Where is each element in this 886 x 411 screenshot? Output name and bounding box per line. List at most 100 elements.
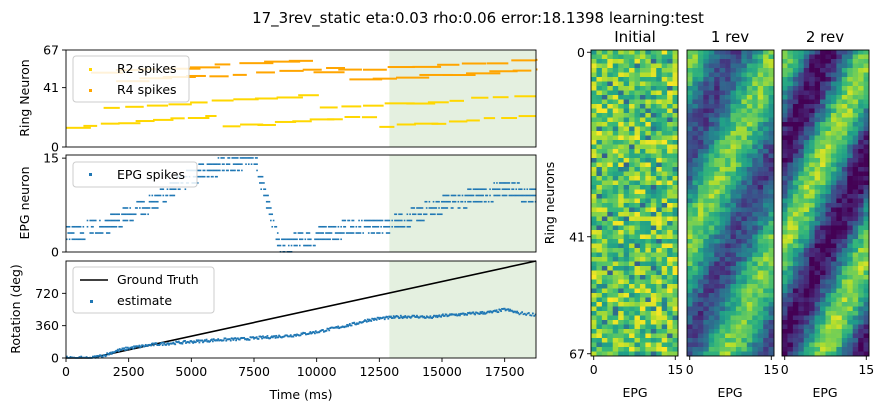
epg-spike-mark <box>350 232 352 234</box>
epg-spike-mark <box>147 207 149 209</box>
heatmap-cell <box>667 225 673 231</box>
heatmap-cell <box>757 122 764 127</box>
estimate-point <box>497 311 500 313</box>
epg-spike-mark <box>363 219 366 222</box>
heatmap-cell <box>601 230 608 235</box>
heatmap-cell <box>825 122 832 127</box>
heatmap-cell <box>825 113 832 118</box>
epg-spike-mark <box>325 232 327 234</box>
heatmap-cell <box>735 333 742 339</box>
heatmap-cell <box>656 248 662 253</box>
heatmap-cell <box>650 86 657 91</box>
epg-spike-mark <box>281 238 283 241</box>
heatmap-cell <box>596 275 603 280</box>
heatmap-cell <box>763 203 769 208</box>
heatmap-cell <box>852 50 859 55</box>
heatmap-cell <box>697 329 704 334</box>
heatmap-cell <box>820 338 826 343</box>
epg-spike-mark <box>239 157 242 159</box>
ring-spike-mark <box>189 66 221 69</box>
epg-spike-mark <box>147 213 149 216</box>
heatmap-cell <box>735 167 742 172</box>
heatmap-cell <box>730 86 737 91</box>
epg-spike-mark <box>245 163 247 165</box>
heatmap-cell <box>697 126 704 132</box>
epg-spike-mark <box>159 188 162 191</box>
heatmap-cell <box>757 293 764 298</box>
heatmap-cell <box>612 72 619 78</box>
heatmap-cell <box>612 108 619 114</box>
heatmap-cell <box>629 252 635 258</box>
heatmap-cell <box>746 189 753 195</box>
heatmap-cell <box>591 99 597 105</box>
heatmap-cell <box>820 63 826 69</box>
heatmap-cell <box>708 248 715 253</box>
heatmap-cell <box>639 86 646 91</box>
heatmap-cell <box>730 167 737 172</box>
heatmap-cell <box>847 77 853 82</box>
heatmap-cell <box>687 99 693 105</box>
heatmap-cell <box>612 311 619 316</box>
heatmap-cell <box>735 207 742 213</box>
heatmap-cell <box>596 72 603 78</box>
estimate-point <box>399 314 402 317</box>
heatmap-cell <box>752 167 758 172</box>
heatmap-cell <box>730 216 737 222</box>
heatmap-cell <box>634 189 641 195</box>
epg-spike-mark <box>511 188 513 191</box>
epg-spike-mark <box>99 232 101 234</box>
estimate-point <box>337 325 340 328</box>
heatmap-cell <box>757 131 764 136</box>
estimate-point <box>211 338 213 341</box>
epg-spike-mark <box>104 219 107 222</box>
heatmap-cell <box>730 347 737 352</box>
heatmap-cell <box>656 338 662 343</box>
heatmap-cell <box>830 216 837 222</box>
epg-spike-mark <box>479 188 482 191</box>
heatmap-cell <box>757 302 764 307</box>
epg-spike-mark <box>94 219 97 222</box>
heatmap-cell <box>639 158 646 163</box>
heatmap-cell <box>830 275 837 280</box>
heatmap-cell <box>667 270 673 276</box>
heatmap-cell <box>703 86 710 91</box>
heatmap-cell <box>708 207 715 213</box>
heatmap-cell <box>650 189 657 195</box>
heatmap-cell <box>719 99 726 105</box>
epg-spike-mark <box>148 207 151 209</box>
epg-spike-mark <box>429 213 432 216</box>
heatmap-cell <box>697 90 704 96</box>
epg-spike-mark <box>260 182 262 184</box>
estimate-point <box>108 353 110 356</box>
epg-spike-mark <box>398 225 400 228</box>
heatmap-cell <box>841 122 848 127</box>
estimate-point <box>328 329 331 332</box>
heatmap-cell <box>863 297 870 303</box>
heatmap-cell <box>841 324 848 330</box>
epg-spike-mark <box>136 207 138 209</box>
heatmap-cell <box>763 342 769 348</box>
heatmap-cell <box>656 176 662 181</box>
heatmap-cell <box>714 302 720 307</box>
epg-spike-mark <box>454 194 457 197</box>
heatmap-cell <box>820 149 826 154</box>
heatmap-cell <box>852 95 859 100</box>
epg-spike-mark <box>79 232 82 234</box>
epg-spike-mark <box>358 232 360 234</box>
heatmap-cell <box>634 333 641 339</box>
heatmap-cell <box>725 261 731 267</box>
heatmap-cell <box>618 302 624 307</box>
epg-spike-mark <box>468 200 471 203</box>
heatmap-cell <box>782 279 788 285</box>
heatmap-cell <box>852 90 859 96</box>
epg-spike-mark <box>70 232 72 234</box>
heatmap-cell <box>639 99 646 105</box>
heatmap-cell <box>741 320 748 325</box>
heatmap-cell <box>650 140 657 145</box>
heatmap-cell <box>656 207 662 213</box>
epg-spike-mark <box>243 157 246 159</box>
heatmap-cell <box>809 248 815 253</box>
heatmap-cell <box>629 230 635 235</box>
heatmap-cell <box>697 320 704 325</box>
heatmap-cell <box>782 225 788 231</box>
